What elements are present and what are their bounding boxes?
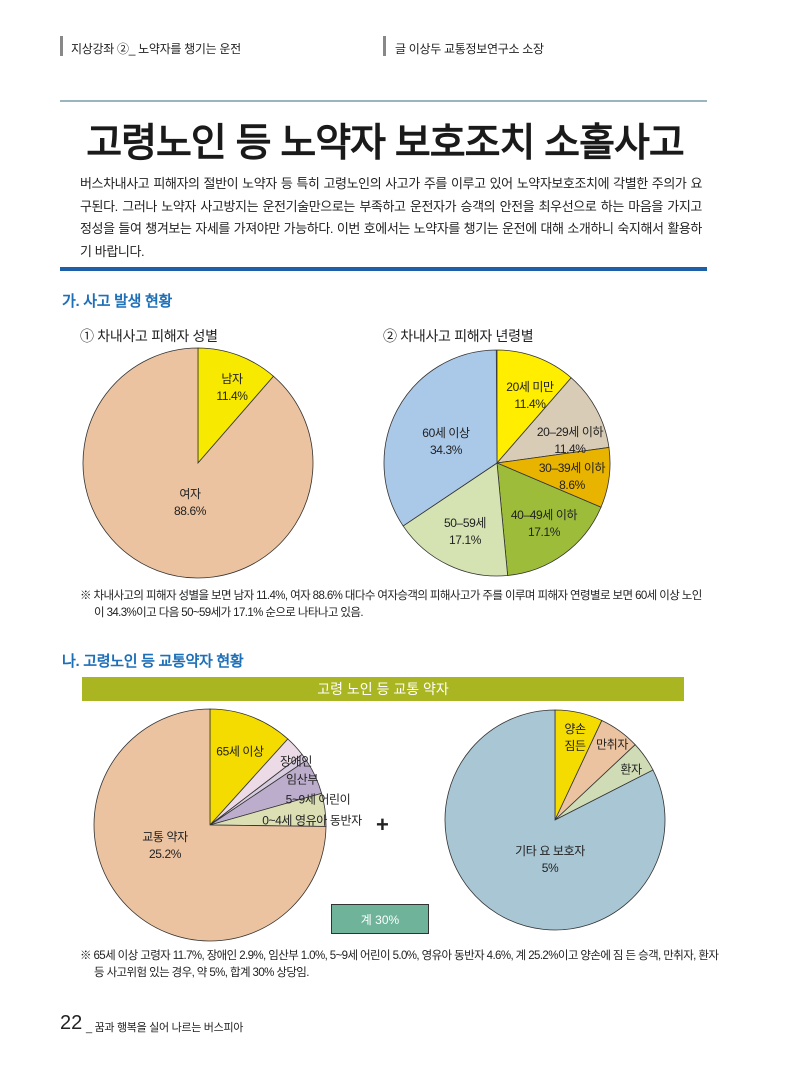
note: ※ 65세 이상 고령자 11.7%, 장애인 2.9%, 임산부 1.0%, …: [80, 950, 719, 979]
label-text: 0~4세 영유아 동반자: [262, 813, 362, 828]
label-text: 여자: [179, 487, 201, 501]
slice-label: 남자 11.4%: [216, 371, 248, 405]
label-text: 교통 약자: [142, 830, 188, 844]
slice-label: 65세 이상: [216, 744, 264, 761]
slice-label: 60세 이상 34.3%: [422, 425, 470, 459]
sum-box: 계 30%: [331, 904, 429, 934]
slice-label: 임산부: [286, 772, 318, 789]
slice-label: 5~9세 어린이: [286, 792, 351, 809]
page-number: 22: [60, 1012, 83, 1034]
banner: 고령 노인 등 교통 약자: [82, 677, 684, 701]
label-text: 5%: [541, 861, 559, 875]
intro: 버스차내사고 피해자의 절반이 노약자 등 특히 고령노인의 사고가 주를 이루…: [80, 176, 702, 259]
label-text: 40–49세 이하: [510, 508, 578, 522]
label-text: 17.1%: [527, 525, 561, 539]
slice-label: 0~4세 영유아 동반자: [262, 813, 362, 830]
chart-title: ① 차내사고 피해자 성별: [80, 328, 218, 344]
pie-slice: [495, 377, 610, 464]
pie-slice: [383, 349, 498, 527]
slice-label: 교통 약자 25.2%: [142, 829, 188, 863]
pie-slice: [93, 708, 327, 942]
slice-label: 30–39세 이하 8.6%: [538, 460, 606, 494]
pie-slice: [496, 462, 602, 576]
slice-label: 만취자: [596, 737, 628, 754]
label-text: 장애인: [280, 754, 312, 769]
label-text: 11.4%: [216, 389, 248, 403]
label-text: 양손 짐든: [564, 722, 586, 753]
pie-slice: [444, 709, 666, 931]
label-text: 남자: [221, 372, 243, 386]
label-text: 25.2%: [148, 847, 182, 861]
label-text: 88.6%: [173, 504, 207, 518]
label-text: 8.6%: [559, 478, 585, 492]
slice-label: 50–59세 17.1%: [444, 515, 486, 549]
pie-slice: [496, 349, 572, 465]
slice-label: 40–49세 이하 17.1%: [510, 507, 578, 541]
plus-sign: +: [376, 812, 389, 837]
label-text: 환자: [620, 762, 642, 777]
title: 고령노인 등 노약자 보호조치 소홀사고: [86, 122, 684, 165]
slice-label: 환자: [620, 762, 642, 779]
pie-slice: [197, 347, 275, 465]
slice-label: 양손 짐든: [564, 721, 586, 755]
section-heading: 나. 고령노인 등 교통약자 현황: [62, 653, 244, 670]
header-bar: [60, 36, 63, 56]
pie-slice: [209, 708, 289, 827]
slice-label: 장애인: [280, 754, 312, 771]
note: ※ 차내사고의 피해자 성별을 보면 남자 11.4%, 여자 88.6% 대다…: [80, 590, 702, 619]
label-text: 5~9세 어린이: [285, 792, 351, 807]
slice-label: 20–29세 이하 11.4%: [536, 424, 604, 458]
label-text: 20–29세 이하: [536, 425, 604, 439]
label-text: 만취자: [596, 737, 628, 752]
footer-text: _ 꿈과 행복을 실어 나르는 버스피아: [86, 1022, 244, 1034]
label-text: 34.3%: [429, 443, 463, 457]
label-text: 17.1%: [448, 533, 482, 547]
header-section: 지상강좌 ②_ 노약자를 챙기는 운전: [71, 42, 241, 56]
header-author: 글 이상두 교통정보연구소 소장: [395, 42, 544, 56]
label-text: 50–59세: [443, 516, 487, 530]
slice-label: 20세 미만 11.4%: [506, 379, 554, 413]
label-text: 11.4%: [554, 442, 586, 456]
header-bar: [383, 36, 386, 56]
label-text: 임산부: [286, 772, 318, 787]
label-text: 65세 이상: [216, 744, 264, 759]
slice-label: 여자 88.6%: [174, 486, 206, 520]
blue-rule: [60, 267, 707, 271]
pie-slice: [82, 347, 314, 579]
chart-title: ② 차내사고 피해자 년령별: [383, 328, 534, 344]
slice-label: 기타 요 보호자 5%: [515, 843, 585, 877]
label-text: 11.4%: [514, 397, 546, 411]
section-heading: 가. 사고 발생 현황: [62, 293, 172, 310]
label-text: 60세 이상: [422, 426, 470, 440]
label-text: 30–39세 이하: [538, 461, 606, 475]
label-text: 20세 미만: [506, 380, 554, 394]
label-text: 기타 요 보호자: [515, 844, 585, 858]
pie-slice: [402, 462, 509, 577]
